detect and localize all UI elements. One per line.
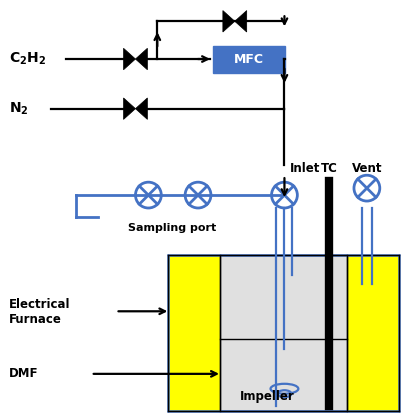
- Text: Furnace: Furnace: [9, 313, 62, 326]
- Text: $\mathbf{N_2}$: $\mathbf{N_2}$: [9, 100, 29, 117]
- Bar: [220, 255, 347, 410]
- Polygon shape: [124, 48, 136, 70]
- Text: Impeller: Impeller: [240, 390, 295, 403]
- Bar: [213, 46, 285, 73]
- Text: MFC: MFC: [234, 53, 264, 66]
- Text: DMF: DMF: [9, 367, 39, 381]
- Text: $\mathbf{C_2H_2}$: $\mathbf{C_2H_2}$: [9, 51, 46, 67]
- Bar: [168, 255, 220, 410]
- Polygon shape: [235, 10, 247, 32]
- Text: Electrical: Electrical: [9, 298, 71, 311]
- Text: TC: TC: [321, 162, 337, 175]
- Bar: [347, 255, 399, 410]
- Polygon shape: [223, 10, 235, 32]
- Bar: [168, 255, 399, 410]
- Text: Vent: Vent: [352, 162, 382, 175]
- Text: Inlet: Inlet: [289, 162, 320, 175]
- Text: Sampling port: Sampling port: [128, 223, 217, 233]
- Polygon shape: [136, 98, 147, 120]
- Polygon shape: [124, 98, 136, 120]
- Polygon shape: [136, 48, 147, 70]
